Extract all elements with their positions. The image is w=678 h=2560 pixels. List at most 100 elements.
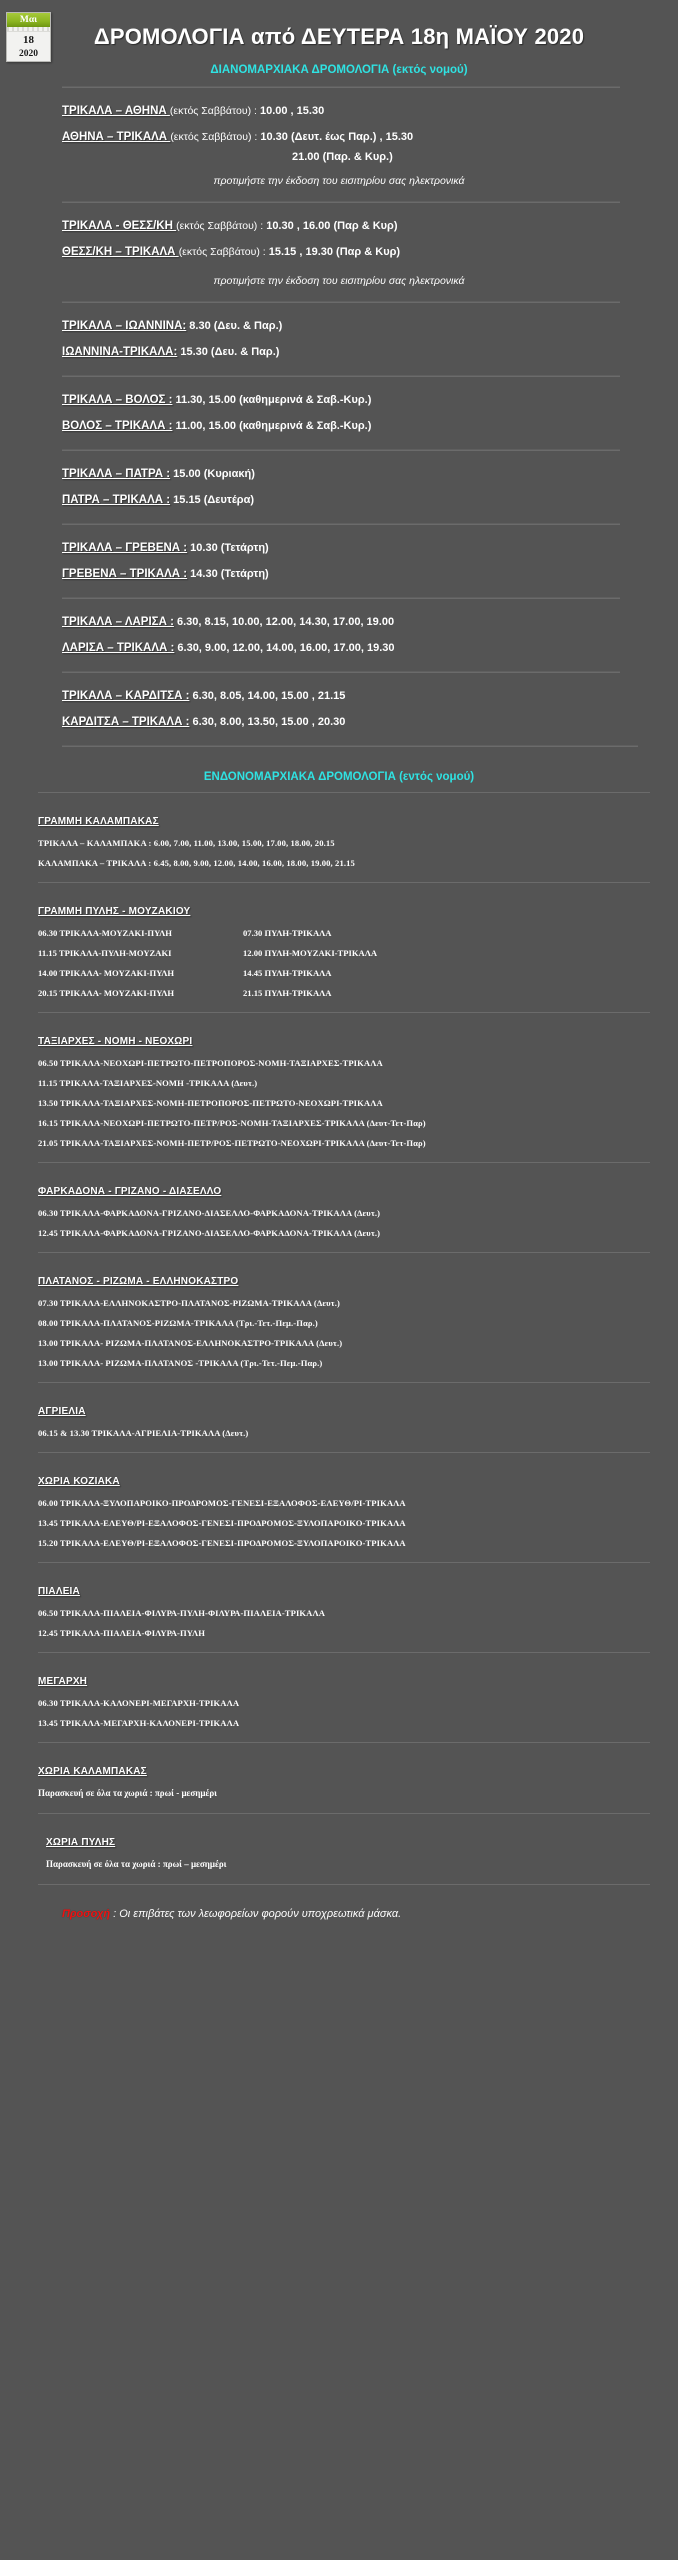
route-row: ΛΑΡΙΣΑ – ΤΡΙΚΑΛΑ : 6.30, 9.00, 12.00, 14… [0, 635, 678, 661]
line-group-title: ΜΕΓΑΡΧΗ [38, 1676, 88, 1687]
route-qualifier: (εκτός Σαββάτου) : [170, 131, 258, 143]
departure-times: 11.00, 15.00 (καθημερινά & Σαβ.-Κυρ.) [172, 420, 372, 432]
line-group-title: ΓΡΑΜΜΗ ΠΥΛΗΣ - ΜΟΥΖΑΚΙΟΥ [38, 906, 191, 917]
divider [38, 1162, 650, 1163]
line-entry: 12.45 ΤΡΙΚΑΛΑ-ΠΙΑΛΕΙΑ-ΦΙΛΥΡΑ-ΠΥΛΗ [38, 1628, 205, 1638]
route-name: ΓΡΕΒΕΝΑ – ΤΡΙΚΑΛΑ : [62, 568, 188, 580]
line-entry: 11.15 ΤΡΙΚΑΛΑ-ΤΑΞΙΑΡΧΕΣ-ΝΟΜΗ -ΤΡΙΚΑΛΑ (Δ… [38, 1078, 258, 1088]
line-entry: 13.45 ΤΡΙΚΑΛΑ-ΕΛΕΥΘ/ΡΙ-ΕΞΑΛΟΦΟΣ-ΓΕΝΕΣΙ-Π… [38, 1518, 406, 1528]
route-name: ΤΡΙΚΑΛΑ – ΑΘΗΝΑ [62, 105, 170, 117]
line-entry-pair: 14.00 ΤΡΙΚΑΛΑ- ΜΟΥΖΑΚΙ-ΠΥΛΗ 14.45 ΠΥΛΗ-ΤΡ… [0, 963, 678, 983]
route-row: ΑΘΗΝΑ – ΤΡΙΚΑΛΑ (εκτός Σαββάτου) : 10.30… [0, 124, 678, 150]
divider [62, 201, 620, 203]
line-group-title: ΧΩΡΙΑ ΚΑΛΑΜΠΑΚΑΣ [38, 1766, 147, 1777]
departure-times: 11.30, 15.00 (καθημερινά & Σαβ.-Κυρ.) [172, 394, 372, 406]
line-entry: ΤΡΙΚΑΛΑ – ΚΑΛΑΜΠΑΚΑ : 6.00, 7.00, 11.00,… [38, 838, 335, 848]
divider [62, 745, 638, 747]
route-qualifier: (εκτός Σαββάτου) : [176, 220, 264, 232]
divider [62, 671, 620, 673]
line-entry: ΚΑΛΑΜΠΑΚΑ – ΤΡΙΚΑΛΑ : 6.45, 8.00, 9.00, … [38, 858, 355, 868]
route-group: ΤΡΙΚΑΛΑ – ΑΘΗΝΑ (εκτός Σαββάτου) : 10.00… [0, 98, 678, 191]
route-row: ΒΟΛΟΣ – ΤΡΙΚΑΛΑ : 11.00, 15.00 (καθημερι… [0, 413, 678, 439]
route-name: ΤΡΙΚΑΛΑ – ΒΟΛΟΣ : [62, 394, 173, 406]
route-name: ΒΟΛΟΣ – ΤΡΙΚΑΛΑ : [62, 420, 173, 432]
line-group-title: ΑΓΡΙΕΛΙΑ [38, 1406, 86, 1417]
line-entry-outbound: 14.00 ΤΡΙΚΑΛΑ- ΜΟΥΖΑΚΙ-ΠΥΛΗ [38, 968, 175, 978]
divider [62, 301, 620, 303]
divider [38, 792, 650, 793]
route-row: ΤΡΙΚΑΛΑ – ΠΑΤΡΑ : 15.00 (Κυριακή) [0, 461, 678, 487]
route-row: ΓΡΕΒΕΝΑ – ΤΡΙΚΑΛΑ : 14.30 (Τετάρτη) [0, 561, 678, 587]
departure-times: 15.00 (Κυριακή) [170, 468, 255, 480]
line-entry-outbound: 11.15 ΤΡΙΚΑΛΑ-ΠΥΛΗ-ΜΟΥΖΑΚΙ [38, 948, 172, 958]
route-name: ΠΑΤΡΑ – ΤΡΙΚΑΛΑ : [62, 494, 171, 506]
route-name: ΙΩΑΝΝΙΝΑ-ΤΡΙΚΑΛΑ: [62, 346, 178, 358]
eticket-tip: προτιμήστε την έκδοση του εισιτηρίου σας… [213, 275, 465, 287]
route-group: ΤΡΙΚΑΛΑ – ΠΑΤΡΑ : 15.00 (Κυριακή) ΠΑΤΡΑ –… [0, 461, 678, 513]
departure-times-continued: 21.00 (Παρ. & Κυρ.) [292, 151, 393, 163]
divider [38, 1884, 650, 1885]
line-entry: 13.50 ΤΡΙΚΑΛΑ-ΤΑΞΙΑΡΧΕΣ-ΝΟΜΗ-ΠΕΤΡΟΠΟΡΟΣ-… [38, 1098, 383, 1108]
line-group-title: ΠΛΑΤΑΝΟΣ - ΡΙΖΩΜΑ - ΕΛΛΗΝΟΚΑΣΤΡΟ [38, 1276, 239, 1287]
line-entry: 06.30 ΤΡΙΚΑΛΑ-ΦΑΡΚΑΔΟΝΑ-ΓΡΙΖΑΝΟ-ΔΙΑΣΕΛΛΟ… [38, 1208, 381, 1218]
route-group: ΤΡΙΚΑΛΑ - ΘΕΣΣ/ΚΗ (εκτός Σαββάτου) : 10.… [0, 213, 678, 291]
line-entry-return: 12.00 ΠΥΛΗ-ΜΟΥΖΑΚΙ-ΤΡΙΚΑΛΑ [243, 948, 378, 958]
line-entry-return: 14.45 ΠΥΛΗ-ΤΡΙΚΑΛΑ [243, 968, 332, 978]
departure-times: 10.00 , 15.30 [256, 105, 325, 117]
route-name: ΛΑΡΙΣΑ – ΤΡΙΚΑΛΑ : [62, 642, 175, 654]
divider [62, 449, 620, 451]
line-entry: 06.00 ΤΡΙΚΑΛΑ-ΞΥΛΟΠΑΡΟΙΚΟ-ΠΡΟΔΡΟΜΟΣ-ΓΕΝΕ… [38, 1498, 406, 1508]
departure-times: 6.30, 8.05, 14.00, 15.00 , 21.15 [189, 690, 346, 702]
departure-times: 14.30 (Τετάρτη) [187, 568, 269, 580]
route-row: ΤΡΙΚΑΛΑ – ΛΑΡΙΣΑ : 6.30, 8.15, 10.00, 12… [0, 609, 678, 635]
departure-times: 8.30 (Δευ. & Παρ.) [186, 320, 283, 332]
route-group: ΤΡΙΚΑΛΑ – ΛΑΡΙΣΑ : 6.30, 8.15, 10.00, 12… [0, 609, 678, 661]
route-name: ΘΕΣΣ/ΚΗ – ΤΡΙΚΑΛΑ [62, 246, 179, 258]
divider [62, 86, 620, 88]
line-entry-outbound: 20.15 ΤΡΙΚΑΛΑ- ΜΟΥΖΑΚΙ-ΠΥΛΗ [38, 988, 175, 998]
line-entry: 12.45 ΤΡΙΚΑΛΑ-ΦΑΡΚΑΔΟΝΑ-ΓΡΙΖΑΝΟ-ΔΙΑΣΕΛΛΟ… [38, 1228, 381, 1238]
divider [38, 1742, 650, 1743]
route-row: ΘΕΣΣ/ΚΗ – ΤΡΙΚΑΛΑ (εκτός Σαββάτου) : 15.… [0, 239, 678, 265]
departure-times: 15.15 (Δευτέρα) [170, 494, 255, 506]
divider [38, 1012, 650, 1013]
departure-times: 15.30 (Δευ. & Παρ.) [177, 346, 280, 358]
route-name: ΤΡΙΚΑΛΑ - ΘΕΣΣ/ΚΗ [62, 220, 177, 232]
divider [38, 1252, 650, 1253]
divider [62, 375, 620, 377]
route-name: ΚΑΡΔΙΤΣΑ – ΤΡΙΚΑΛΑ : [62, 716, 190, 728]
line-group-title: ΧΩΡΙΑ ΠΥΛΗΣ [46, 1837, 116, 1848]
calendar-month: Μαι [7, 13, 50, 27]
departure-times: 6.30, 8.15, 10.00, 12.00, 14.30, 17.00, … [173, 616, 395, 628]
calendar-year: 2020 [19, 49, 38, 59]
calendar-badge-icon: Μαι 18 2020 [6, 12, 51, 62]
line-entry-return: 21.15 ΠΥΛΗ-ΤΡΙΚΑΛΑ [243, 988, 332, 998]
line-entry: 16.15 ΤΡΙΚΑΛΑ-ΝΕΟΧΩΡΙ-ΠΕΤΡΩΤΟ-ΠΕΤΡ/ΡΟΣ-Ν… [38, 1118, 426, 1128]
line-group-title: ΦΑΡΚΑΔΟΝΑ - ΓΡΙΖΑΝΟ - ΔΙΑΣΕΛΛΟ [38, 1186, 222, 1197]
departure-times: 15.15 , 19.30 (Παρ & Κυρ) [265, 246, 401, 258]
route-row: ΤΡΙΚΑΛΑ – ΓΡΕΒΕΝΑ : 10.30 (Τετάρτη) [0, 535, 678, 561]
line-entry-pair: 20.15 ΤΡΙΚΑΛΑ- ΜΟΥΖΑΚΙ-ΠΥΛΗ 21.15 ΠΥΛΗ-ΤΡ… [0, 983, 678, 1003]
route-group: ΤΡΙΚΑΛΑ – ΓΡΕΒΕΝΑ : 10.30 (Τετάρτη) ΓΡΕΒΕ… [0, 535, 678, 587]
route-row: ΚΑΡΔΙΤΣΑ – ΤΡΙΚΑΛΑ : 6.30, 8.00, 13.50, … [0, 709, 678, 735]
line-entry-pair: 06.30 ΤΡΙΚΑΛΑ-ΜΟΥΖΑΚΙ-ΠΥΛΗ 07.30 ΠΥΛΗ-ΤΡΙ… [0, 923, 678, 943]
route-name: ΤΡΙΚΑΛΑ – ΓΡΕΒΕΝΑ : [62, 542, 188, 554]
line-entry: 08.00 ΤΡΙΚΑΛΑ-ΠΛΑΤΑΝΟΣ-ΡΙΖΩΜΑ-ΤΡΙΚΑΛΑ (Τ… [38, 1318, 318, 1328]
line-entry: 21.05 ΤΡΙΚΑΛΑ-ΤΑΞΙΑΡΧΕΣ-ΝΟΜΗ-ΠΕΤΡ/ΡΟΣ-ΠΕ… [38, 1138, 426, 1148]
line-group-title: ΓΡΑΜΜΗ ΚΑΛΑΜΠΑΚΑΣ [38, 816, 159, 827]
line-entry: 13.00 ΤΡΙΚΑΛΑ- ΡΙΖΩΜΑ-ΠΛΑΤΑΝΟΣ-ΕΛΛΗΝΟΚΑΣ… [38, 1338, 343, 1348]
line-group-title: ΠΙΑΛΕΙΑ [38, 1586, 80, 1597]
warning-text: Οι επιβάτες των λεωφορείων φορούν υποχρε… [119, 1908, 402, 1920]
line-entry: 06.50 ΤΡΙΚΑΛΑ-ΠΙΑΛΕΙΑ-ΦΙΛΥΡΑ-ΠΥΛΗ-ΦΙΛΥΡΑ… [38, 1608, 326, 1618]
intercity-section-heading: ΔΙΑΝΟΜΑΡΧΙΑΚΑ ΔΡΟΜΟΛΟΓΙΑ (εκτός νομού) [210, 64, 468, 76]
line-group-title: ΧΩΡΙΑ ΚΟΖΙΑΚΑ [38, 1476, 120, 1487]
route-group: ΤΡΙΚΑΛΑ – ΚΑΡΔΙΤΣΑ : 6.30, 8.05, 14.00, … [0, 683, 678, 735]
line-entry-return: 07.30 ΠΥΛΗ-ΤΡΙΚΑΛΑ [243, 928, 332, 938]
route-group: ΤΡΙΚΑΛΑ – ΒΟΛΟΣ : 11.30, 15.00 (καθημερι… [0, 387, 678, 439]
divider [38, 1652, 650, 1653]
departure-times: 6.30, 9.00, 12.00, 14.00, 16.00, 17.00, … [174, 642, 395, 654]
intracounty-schedule-list: ΓΡΑΜΜΗ ΚΑΛΑΜΠΑΚΑΣ ΤΡΙΚΑΛΑ – ΚΑΛΑΜΠΑΚΑ : 6… [0, 802, 678, 1875]
route-row: ΤΡΙΚΑΛΑ - ΘΕΣΣ/ΚΗ (εκτός Σαββάτου) : 10.… [0, 213, 678, 239]
route-row: ΠΑΤΡΑ – ΤΡΙΚΑΛΑ : 15.15 (Δευτέρα) [0, 487, 678, 513]
route-name: ΤΡΙΚΑΛΑ – ΙΩΑΝΝΙΝΑ: [62, 320, 187, 332]
